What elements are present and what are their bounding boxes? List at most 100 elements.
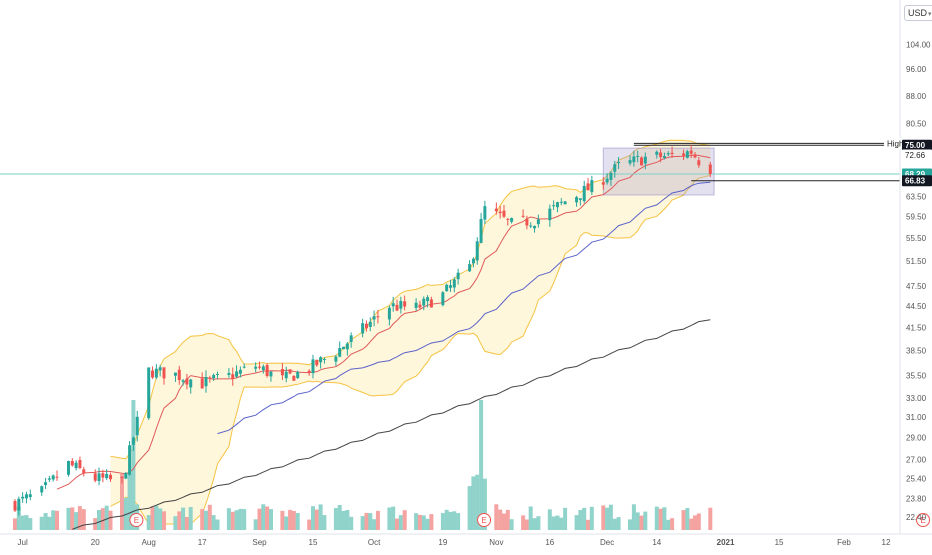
volume-bar	[215, 519, 220, 530]
time-tick-label: 15	[775, 538, 784, 547]
candle-body	[292, 375, 296, 381]
volume-bar	[55, 510, 59, 530]
candle-body	[28, 494, 32, 498]
volume-bar	[467, 486, 472, 530]
candle-body	[632, 156, 636, 163]
volume-bar	[643, 511, 648, 530]
candle-body	[93, 473, 97, 481]
volume-bar	[93, 518, 98, 530]
volume-bar	[536, 516, 541, 530]
candle-body	[555, 202, 559, 208]
candle-body	[208, 377, 212, 379]
price-tick-label: 63.50	[906, 192, 927, 201]
candle-body	[288, 369, 292, 374]
moving-averages	[56, 154, 711, 530]
volume-bar	[616, 517, 621, 530]
volume-bar	[226, 508, 231, 530]
volume-bar	[689, 518, 694, 530]
volume-bar	[360, 516, 365, 530]
earnings-marker	[129, 513, 144, 527]
volume-bar	[471, 476, 476, 530]
candle-body	[361, 323, 365, 334]
volume-bar	[670, 518, 675, 530]
volume-bar	[269, 509, 273, 530]
earnings-marker-label: E	[920, 516, 925, 525]
currency-badge[interactable]: USD▾	[904, 5, 932, 21]
volume-bar	[502, 513, 506, 530]
price-label-text: 75.00	[905, 141, 926, 150]
volume-bar	[574, 515, 579, 530]
volume-bar	[440, 513, 445, 530]
candle-body	[158, 367, 162, 371]
volume-bar	[257, 508, 262, 530]
candle-body	[670, 152, 674, 155]
volume-bar	[521, 515, 526, 530]
volume-bar	[448, 511, 453, 530]
volume-bar	[696, 513, 701, 530]
candle-body	[120, 476, 124, 478]
candle-body	[47, 478, 51, 480]
price-tick-label: 29.00	[906, 434, 927, 443]
price-tick-label: 23.80	[906, 494, 927, 503]
volume-bar	[104, 505, 109, 530]
volume-bar	[120, 474, 124, 530]
candle-body	[235, 371, 239, 377]
volume-bar	[39, 516, 44, 530]
price-tick-label: 51.50	[906, 257, 927, 266]
volume-bar	[150, 506, 155, 530]
volume-bar	[204, 510, 208, 530]
candle-body	[177, 369, 181, 381]
volume-bar	[429, 514, 434, 530]
candle-body	[372, 316, 376, 320]
candle-body	[74, 462, 78, 469]
earnings-marker-label: E	[481, 516, 486, 525]
volume-bar	[505, 509, 510, 530]
time-tick-label: Dec	[600, 538, 614, 547]
candle-body	[575, 197, 579, 203]
volume-bar	[20, 515, 25, 530]
volume-bar	[28, 518, 33, 530]
time-axis[interactable]: Jul 20 Aug 17 Sep 15 Oct 19 Nov 16 Dec 14 2021 15 Feb 1…	[0, 533, 932, 547]
volume-bar	[74, 512, 79, 530]
candle-body	[368, 321, 372, 327]
volume-bar	[154, 505, 159, 530]
volume-bar	[685, 508, 690, 530]
volume-bar	[601, 505, 606, 530]
earnings-marker-upcoming	[916, 513, 931, 527]
volume-bar	[578, 510, 583, 530]
currency-label: USD	[908, 8, 928, 18]
candle-body	[414, 302, 418, 308]
volume-bar	[108, 510, 113, 530]
volume-bar	[200, 509, 205, 530]
candle-body	[280, 369, 284, 376]
volume-bar	[693, 515, 697, 530]
price-tick-label: 38.50	[906, 346, 927, 355]
volume-bar	[13, 518, 17, 530]
volume-bar	[97, 510, 101, 530]
candle-body	[200, 378, 204, 389]
candle-body	[66, 461, 70, 475]
time-tick-label: 15	[309, 538, 318, 547]
price-tick-label: 47.50	[906, 282, 927, 291]
candle-body	[215, 373, 219, 375]
volume-bar	[524, 519, 529, 530]
candle-body	[342, 346, 346, 350]
currency-caret-icon: ▾	[928, 11, 932, 18]
volume-bar	[314, 509, 319, 530]
time-tick-label: Jul	[18, 538, 28, 547]
candle-body	[231, 374, 235, 379]
volume-bar	[635, 512, 640, 530]
volume-bar	[387, 507, 392, 530]
price-tick-label: 44.50	[906, 302, 927, 311]
price-axis[interactable]: 104.00 96.00 88.00 80.50 63.50 59.50 55.50 51.5…	[899, 0, 931, 534]
volume-bar	[414, 513, 419, 530]
volume-bar	[184, 517, 189, 530]
volume-bar	[681, 510, 686, 530]
candle-body	[708, 164, 712, 175]
bollinger-fill	[110, 140, 711, 524]
candle-body	[70, 460, 74, 466]
ma-medium-line	[217, 181, 711, 435]
